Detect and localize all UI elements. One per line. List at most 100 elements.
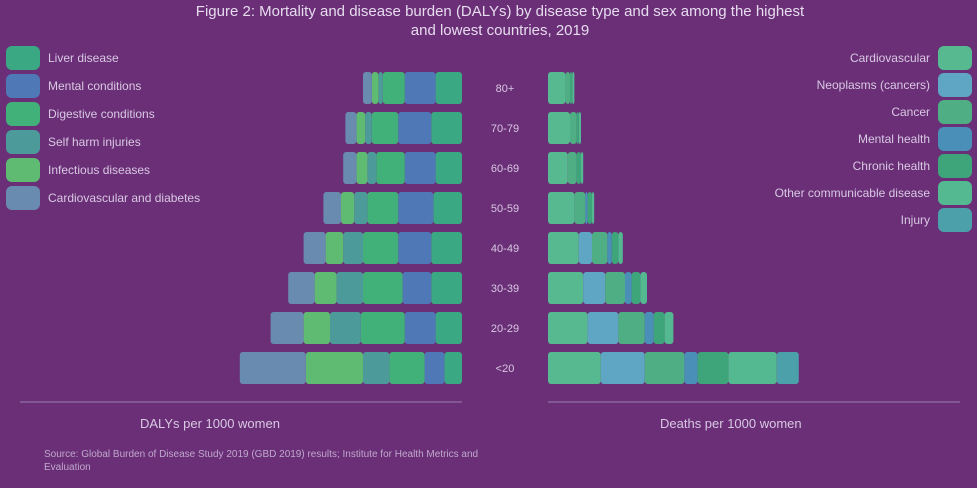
bar-segment-right — [640, 272, 647, 304]
bar-segment-left — [435, 312, 462, 344]
bar-segment-left — [367, 152, 377, 184]
bar-segment-left — [444, 352, 462, 384]
legend-item: Self harm injuries — [6, 128, 296, 156]
bar-segment-left — [303, 312, 330, 344]
legend-swatch — [938, 72, 972, 97]
bar-segment-right — [548, 312, 588, 344]
bar-segment-left — [376, 152, 405, 184]
bar-segment-left — [360, 312, 405, 344]
legend-label: Neoplasms (cancers) — [816, 77, 930, 92]
legend-swatch — [6, 74, 40, 98]
bar-segment-left — [363, 272, 403, 304]
legend-item: Mental conditions — [6, 72, 296, 100]
legend-swatch — [938, 126, 972, 151]
bar-segment-left — [356, 112, 366, 144]
legend-label: Cardiovascular and diabetes — [48, 191, 201, 205]
bar-segment-left — [365, 112, 372, 144]
bar-segment-left — [325, 232, 344, 264]
bar-segment-right — [567, 152, 577, 184]
bar-segment-right — [548, 352, 601, 384]
bar-segment-left — [431, 112, 462, 144]
age-group-label: <20 — [496, 363, 515, 375]
bar-segment-right — [605, 272, 625, 304]
bar-segment-left — [343, 232, 363, 264]
legend-swatch — [6, 130, 40, 154]
legend-label: Mental health — [857, 131, 930, 146]
legend-swatch — [938, 180, 972, 205]
bar-segment-left — [363, 72, 372, 104]
bar-segment-right — [548, 112, 570, 144]
bar-segment-left — [378, 72, 383, 104]
bar-segment-right — [644, 312, 654, 344]
bar-segment-left — [424, 352, 445, 384]
bar-segment-right — [644, 352, 685, 384]
source-note: Source: Global Burden of Disease Study 2… — [44, 449, 479, 473]
age-group-label: 50-59 — [491, 203, 519, 215]
legend-item: Liver disease — [6, 44, 296, 72]
bar-segment-right — [697, 352, 729, 384]
bar-segment-left — [323, 192, 341, 224]
legend-item: Digestive conditions — [6, 100, 296, 128]
bar-segment-right — [574, 192, 586, 224]
bar-segment-right — [618, 312, 645, 344]
bar-segment-right — [631, 272, 641, 304]
chart-title: Figure 2: Mortality and disease burden (… — [195, 3, 805, 39]
bar-segment-right — [592, 232, 608, 264]
age-group-label: 30-39 — [491, 283, 519, 295]
bar-segment-right — [548, 192, 575, 224]
legend-label: Cardiovascular — [849, 50, 930, 65]
bar-segment-left — [363, 232, 399, 264]
bar-segment-left — [341, 192, 355, 224]
legend-item: Mental health — [672, 125, 972, 152]
bar-segment-right — [548, 72, 566, 104]
legend-item: Cancer — [672, 98, 972, 125]
legend-left: Liver disease Mental conditions Digestive … — [6, 44, 296, 212]
bar-segment-left — [239, 352, 306, 384]
age-group-label: 80+ — [496, 83, 515, 95]
bar-segment-right — [576, 112, 579, 144]
legend-label: Cancer — [891, 104, 930, 119]
legend-label: Digestive conditions — [48, 107, 155, 121]
bar-segment-right — [576, 152, 581, 184]
legend-item: Injury — [672, 206, 972, 233]
legend-swatch — [938, 153, 972, 178]
bar-segment-right — [600, 352, 645, 384]
bar-segment-right — [585, 192, 588, 224]
bar-segment-left — [270, 312, 304, 344]
legend-swatch — [6, 158, 40, 182]
bar-segment-right — [625, 272, 632, 304]
bar-segment-right — [611, 232, 619, 264]
legend-label: Infectious diseases — [48, 163, 151, 177]
bar-segment-right — [728, 352, 777, 384]
bar-segment-right — [548, 272, 584, 304]
bar-segment-left — [435, 152, 462, 184]
bar-segment-left — [288, 272, 315, 304]
legend-swatch — [938, 207, 972, 232]
bar-segment-left — [431, 232, 462, 264]
bar-segment-left — [314, 272, 337, 304]
age-group-label: 60-69 — [491, 163, 519, 175]
legend-label: Injury — [900, 212, 930, 227]
legend-swatch — [6, 186, 40, 210]
legend-swatch — [6, 102, 40, 126]
bar-segment-left — [433, 192, 462, 224]
legend-label: Liver disease — [48, 51, 119, 65]
bar-segment-right — [587, 312, 619, 344]
legend-label: Mental conditions — [48, 79, 142, 93]
bar-segment-right — [776, 352, 799, 384]
legend-item: Cardiovascular — [672, 44, 972, 71]
legend-swatch — [6, 46, 40, 70]
bar-segment-left — [336, 272, 363, 304]
bar-segment-left — [435, 72, 462, 104]
bar-segment-right — [618, 232, 623, 264]
bar-segment-right — [548, 232, 579, 264]
x-axis-label-left: DALYs per 1000 women — [140, 416, 280, 431]
bar-segment-left — [389, 352, 425, 384]
bar-segment-left — [404, 152, 436, 184]
bar-segment-left — [402, 272, 432, 304]
bar-segment-right — [684, 352, 698, 384]
legend-item: Chronic health — [672, 152, 972, 179]
bar-segment-right — [570, 72, 573, 104]
legend-item: Cardiovascular and diabetes — [6, 184, 296, 212]
